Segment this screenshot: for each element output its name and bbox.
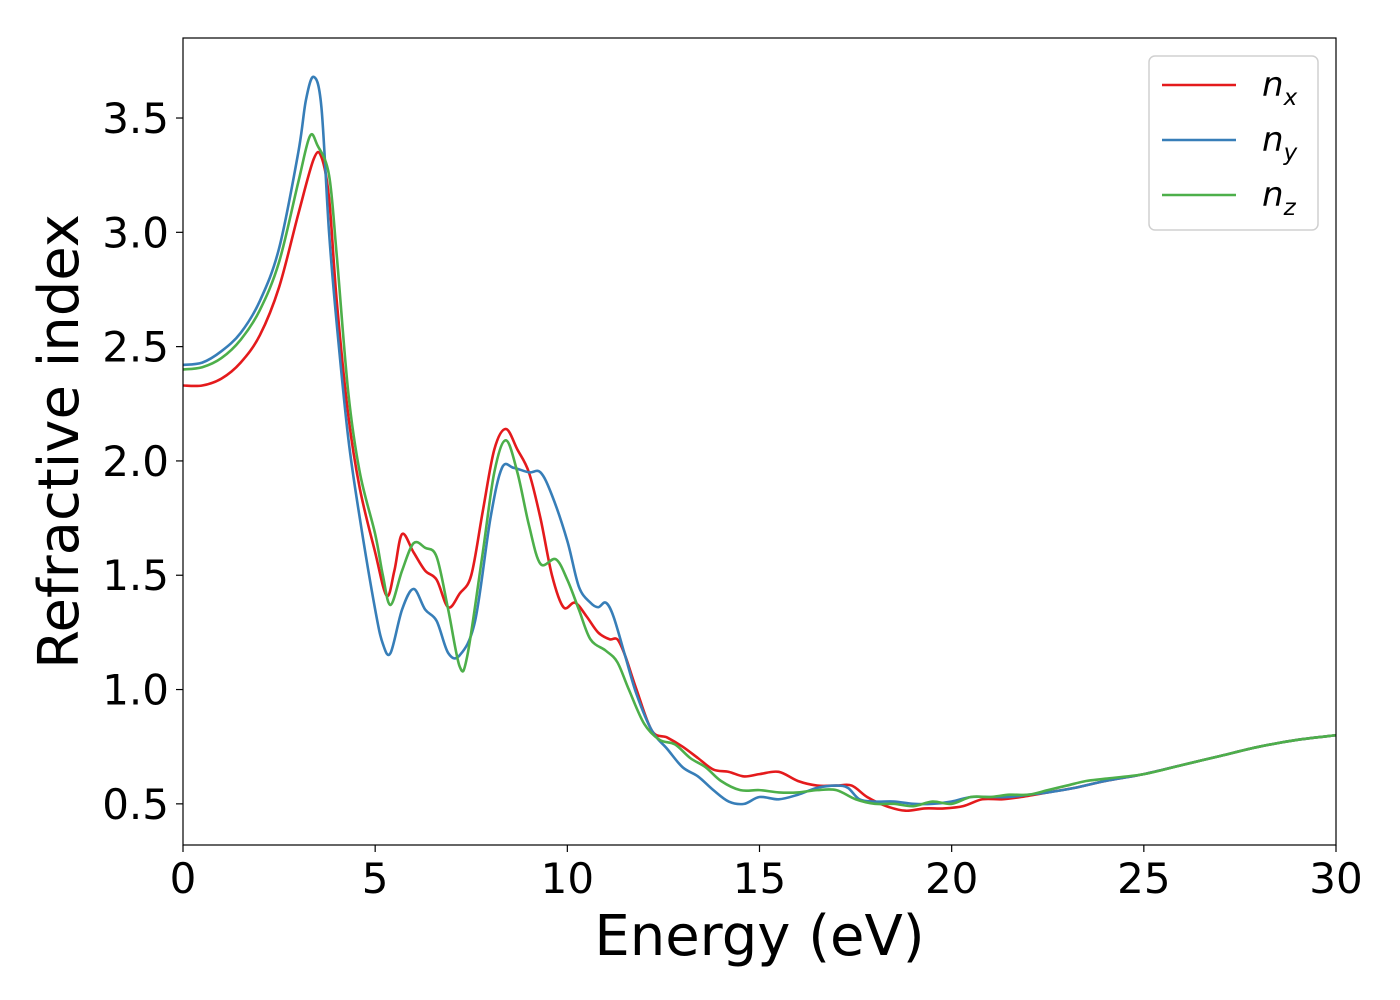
legend-label-x: nx	[1262, 65, 1298, 111]
series-layer	[182, 75, 1337, 813]
x-tick-label: 30	[1309, 854, 1362, 903]
x-tick-label: 25	[1117, 854, 1170, 903]
x-tick-label: 10	[541, 854, 594, 903]
y-tick-label: 1.5	[102, 551, 169, 600]
series-line-z	[182, 132, 1337, 808]
ticks-layer: 0 5 10 15 20 25 30 0.5 1.0 1.5 2.0 2.5 3.0 3.5	[102, 94, 1363, 903]
x-tick-label: 5	[362, 854, 389, 903]
x-tick-label: 0	[170, 854, 197, 903]
y-tick-label: 2.0	[102, 437, 169, 486]
x-tick-label: 20	[925, 854, 978, 903]
legend-box	[1148, 55, 1319, 231]
x-tick-label: 15	[733, 854, 786, 903]
y-tick-label: 0.5	[102, 780, 169, 829]
y-tick-label: 1.0	[102, 666, 169, 715]
y-tick-label: 3.0	[102, 208, 169, 257]
y-tick-label: 3.5	[102, 94, 169, 143]
y-axis-title: Refractive index	[27, 214, 92, 669]
legend: nx ny nz	[1148, 55, 1319, 231]
legend-label-z: nz	[1262, 175, 1297, 221]
legend-label-y: ny	[1262, 120, 1298, 166]
series-line-x	[182, 150, 1337, 813]
y-tick-label: 2.5	[102, 323, 169, 372]
x-axis-title: Energy (eV)	[594, 904, 924, 969]
